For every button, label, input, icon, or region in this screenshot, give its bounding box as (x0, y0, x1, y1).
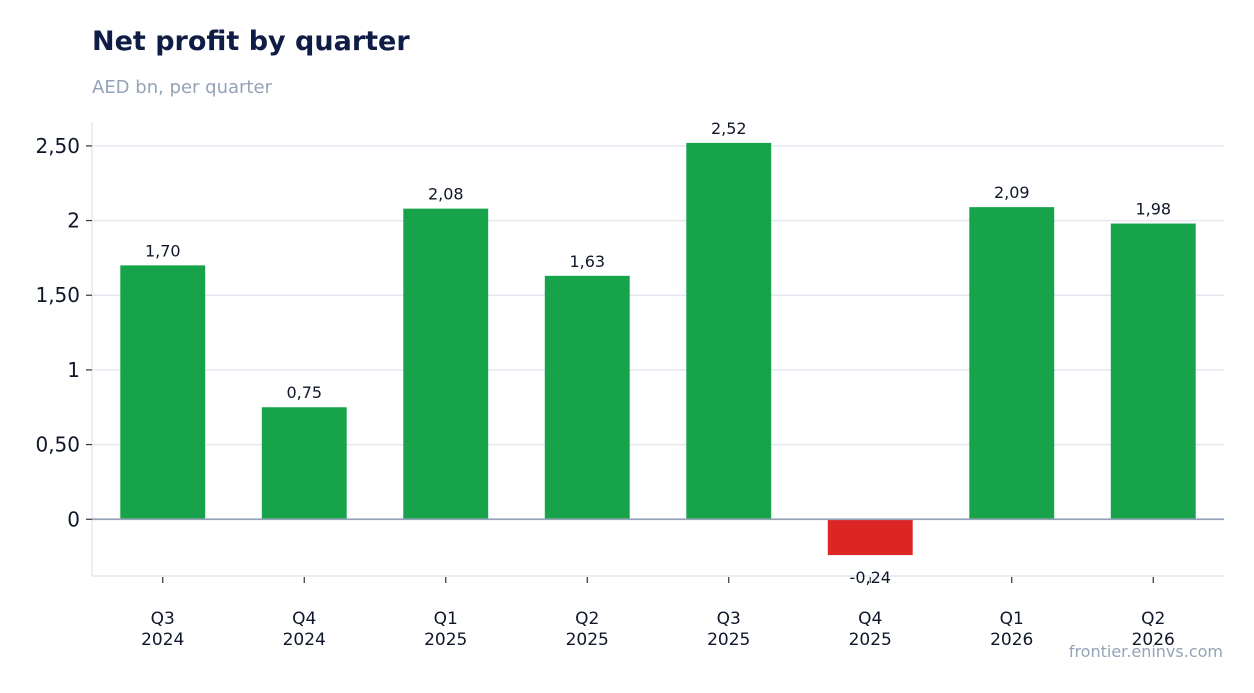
data-label: 2,09 (994, 183, 1030, 202)
bar (120, 265, 206, 520)
data-label: 2,52 (711, 119, 747, 138)
x-tick-label: Q4 2024 (283, 609, 326, 650)
x-tick-label: Q2 2025 (566, 609, 609, 650)
bar (686, 142, 772, 520)
x-tick-year: 2024 (283, 630, 326, 650)
bar (827, 519, 913, 556)
x-tick-year: 2025 (566, 630, 609, 650)
y-tick-label: 2 (67, 209, 80, 233)
x-tick-label: Q1 2025 (424, 609, 467, 650)
x-tick-label: Q3 2025 (707, 609, 750, 650)
x-tick-year: 2024 (141, 630, 184, 650)
chart-title: Net profit by quarter (92, 26, 410, 57)
y-tick-label: 2,50 (35, 134, 80, 158)
x-tick-quarter: Q4 (858, 609, 882, 629)
x-tick-quarter: Q1 (434, 609, 458, 629)
x-tick-quarter: Q1 (1000, 609, 1024, 629)
x-tick-year: 2025 (424, 630, 467, 650)
x-tick-year: 2025 (849, 630, 892, 650)
y-tick-label: 0 (67, 507, 80, 531)
x-tick-quarter: Q2 (1141, 609, 1165, 629)
bar (1110, 223, 1196, 520)
bar (544, 275, 630, 520)
y-tick-label: 0,50 (35, 433, 80, 457)
x-tick-label: Q3 2024 (141, 609, 184, 650)
x-tick-quarter: Q3 (717, 609, 741, 629)
source-credit: frontier.eninvs.com (1068, 642, 1223, 661)
bar (969, 207, 1055, 520)
x-tick-label: Q2 2026 (1132, 609, 1175, 650)
data-label: 0,75 (286, 383, 322, 402)
y-tick-label: 1,50 (35, 283, 80, 307)
bar (403, 208, 489, 520)
x-tick-quarter: Q3 (151, 609, 175, 629)
chart-subtitle: AED bn, per quarter (92, 77, 272, 98)
x-tick-year: 2026 (990, 630, 1033, 650)
x-tick-label: Q1 2026 (990, 609, 1033, 650)
x-tick-year: 2026 (1132, 630, 1175, 650)
data-label: 1,98 (1135, 200, 1171, 219)
x-tick-quarter: Q4 (292, 609, 316, 629)
data-label: 2,08 (428, 185, 464, 204)
x-tick-quarter: Q2 (575, 609, 599, 629)
data-label: 1,63 (569, 252, 605, 271)
bar (261, 407, 347, 520)
x-tick-year: 2025 (707, 630, 750, 650)
data-label: 1,70 (145, 241, 181, 260)
y-tick-label: 1 (67, 358, 80, 382)
x-tick-label: Q4 2025 (849, 609, 892, 650)
